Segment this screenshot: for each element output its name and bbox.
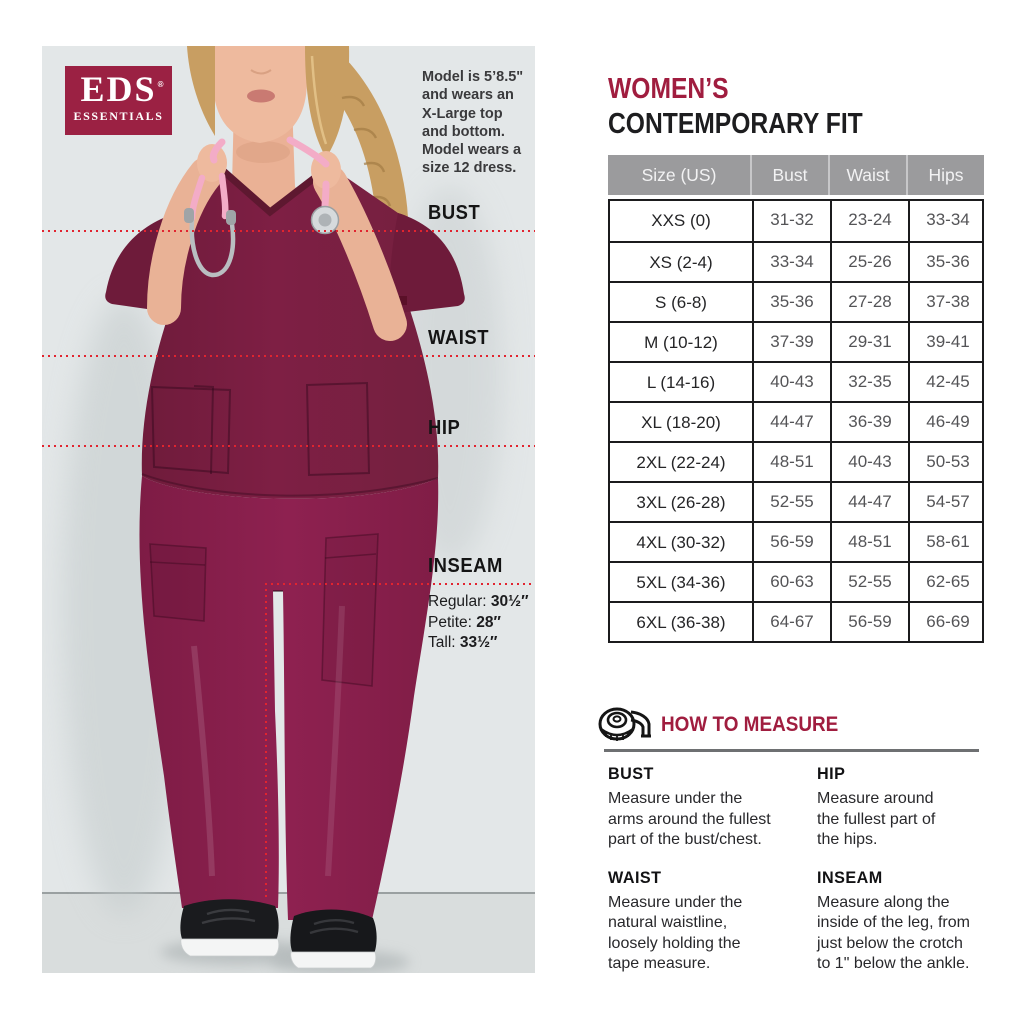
header-bust: Bust: [750, 155, 828, 195]
table-row: 6XL (36-38) 64-67 56-59 66-69: [610, 601, 982, 643]
table-row: XL (18-20) 44-47 36-39 46-49: [610, 401, 982, 443]
inseam-dotted-line-horizontal: [265, 583, 535, 585]
waist-label: WAIST: [428, 327, 490, 349]
table-row: 5XL (34-36) 60-63 52-55 62-65: [610, 561, 982, 603]
table-row: 2XL (22-24) 48-51 40-43 50-53: [610, 441, 982, 483]
table-row: L (14-16) 40-43 32-35 42-45: [610, 361, 982, 403]
measure-text: Measure under the natural waistline, loo…: [608, 893, 743, 973]
size-chart-table: Size (US) Bust Waist Hips XXS (0) 31-32 23…: [608, 155, 984, 643]
measure-text: Measure around the fullest part of the h…: [817, 790, 936, 848]
title-line1: WOMEN’S: [608, 73, 729, 105]
bust-label: BUST: [428, 202, 481, 224]
measure-section-waist: WAIST Measure under the natural waistlin…: [608, 868, 817, 975]
measure-instructions: BUST Measure under the arms around the f…: [608, 764, 993, 975]
brand-subname: ESSENTIALS: [73, 109, 164, 123]
measure-heading: HIP: [817, 764, 846, 783]
table-row: 4XL (30-32) 56-59 48-51 58-61: [610, 521, 982, 563]
table-row: M (10-12) 37-39 29-31 39-41: [610, 321, 982, 363]
title-line2: CONTEMPORARY FIT: [608, 108, 863, 140]
table-header-row: Size (US) Bust Waist Hips: [608, 155, 984, 195]
inseam-spec-tall: Tall: 33½″: [428, 634, 498, 651]
measure-heading: INSEAM: [817, 867, 883, 887]
hip-dotted-line: [42, 445, 535, 447]
waist-dotted-line: [42, 355, 535, 357]
measure-section-inseam: INSEAM Measure along the inside of the l…: [817, 868, 993, 975]
table-row: XXS (0) 31-32 23-24 33-34: [610, 201, 982, 241]
inseam-dotted-line-vertical: [265, 583, 267, 899]
bust-dotted-line: [42, 230, 535, 232]
measure-heading: BUST: [608, 764, 654, 783]
brand-logo: EDS ® ESSENTIALS: [65, 66, 172, 135]
measure-text: Measure under the arms around the fulles…: [608, 790, 771, 848]
divider-rule: [604, 749, 979, 752]
table-row: 3XL (26-28) 52-55 44-47 54-57: [610, 481, 982, 523]
model-photo: EDS ® ESSENTIALS Model is 5’8.5" and wear…: [42, 46, 535, 973]
how-to-measure-title: HOW TO MEASURE: [661, 712, 839, 736]
hip-label: HIP: [428, 417, 461, 439]
model-illustration: [42, 46, 535, 973]
inseam-label: INSEAM: [428, 555, 503, 577]
measure-section-hip: HIP Measure around the fullest part of t…: [817, 764, 993, 851]
inseam-specs: Regular: 30½″ Petite: 28″ Tall: 33½″: [428, 592, 529, 654]
table-row: S (6-8) 35-36 27-28 37-38: [610, 281, 982, 323]
measure-section-bust: BUST Measure under the arms around the f…: [608, 764, 817, 851]
model-note: Model is 5’8.5" and wears an X-Large top…: [422, 69, 524, 177]
registered-mark-icon: ®: [157, 80, 166, 89]
page-title: WOMEN’S CONTEMPORARY FIT: [608, 74, 908, 144]
header-size: Size (US): [641, 164, 717, 185]
measuring-tape-icon: [598, 707, 651, 741]
inseam-spec-regular: Regular: 30½″: [428, 593, 529, 610]
brand-name: EDS ®: [80, 69, 163, 109]
header-hips: Hips: [906, 155, 984, 195]
header-waist: Waist: [828, 155, 906, 195]
measure-text: Measure along the inside of the leg, fro…: [817, 893, 970, 973]
table-body: XXS (0) 31-32 23-24 33-34 XS (2-4) 33-34 25-2…: [608, 199, 984, 643]
table-row: XS (2-4) 33-34 25-26 35-36: [610, 241, 982, 283]
inseam-spec-petite: Petite: 28″: [428, 613, 501, 631]
measure-heading: WAIST: [608, 867, 662, 887]
